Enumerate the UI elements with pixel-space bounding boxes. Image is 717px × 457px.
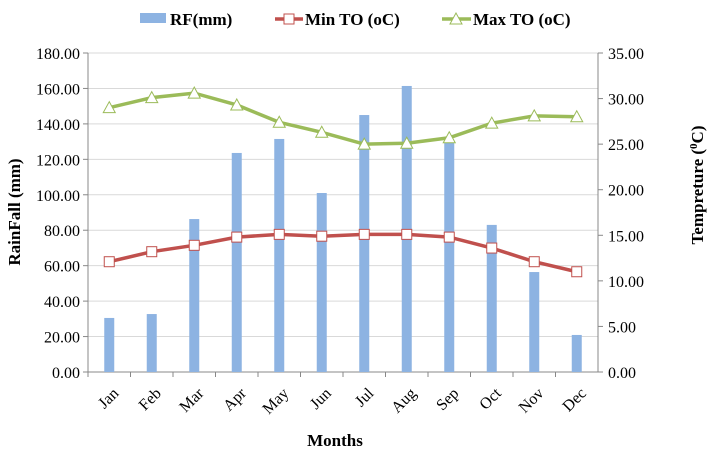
min-temp-point: [103, 256, 115, 268]
x-tick-label: May: [260, 385, 293, 418]
x-tick-label: Nov: [516, 385, 548, 417]
bar-nov: [529, 272, 540, 372]
min-temp-point: [486, 242, 498, 254]
legend-rf-label: RF(mm): [170, 10, 232, 29]
bar-jan: [104, 317, 115, 372]
line-min: [108, 232, 578, 274]
bar-apr: [231, 152, 242, 372]
max-temp-point: [357, 137, 372, 150]
y-tick-label: 60.00: [44, 259, 80, 276]
max-temp-point: [527, 108, 542, 122]
bar-jun: [316, 193, 327, 372]
max-temp-point: [144, 90, 159, 104]
y-tick-label: 160.00: [36, 81, 80, 98]
y-tick-label: 140.00: [36, 117, 80, 134]
x-tick-label: Jun: [307, 385, 335, 413]
y2-tick-label: 0.00: [608, 365, 636, 382]
legend-min-marker: [283, 13, 295, 25]
bar-jul: [359, 115, 370, 373]
bar-oct: [486, 224, 497, 372]
max-temp-point: [569, 109, 584, 123]
min-temp-point: [273, 228, 285, 240]
y2-tick-label: 20.00: [608, 183, 644, 200]
x-tick-label: Aug: [388, 385, 420, 417]
y-tick-label: 100.00: [36, 188, 80, 205]
min-temp-point: [231, 231, 243, 243]
x-tick-label: Oct: [476, 385, 505, 414]
x-tick-label: Dec: [560, 385, 590, 415]
legend-min-label: Min TO (oC): [305, 10, 400, 29]
x-tick-label: Sep: [433, 385, 462, 414]
bar-feb: [146, 314, 157, 372]
y-tick-label: 20.00: [44, 330, 80, 347]
max-temp-point: [102, 100, 117, 114]
y2-tick-label: 25.00: [608, 137, 644, 154]
bar-dec: [571, 334, 582, 372]
min-temp-point: [443, 231, 455, 243]
min-temp-point: [528, 256, 540, 268]
y2-tick-label: 35.00: [608, 46, 644, 63]
y2-tick-label: 15.00: [608, 228, 644, 245]
x-tick-label: Feb: [136, 385, 165, 414]
max-temp-point: [484, 116, 499, 129]
y2-tick-label: 10.00: [608, 274, 644, 291]
bar-sep: [444, 141, 455, 372]
y-tick-label: 40.00: [44, 294, 80, 311]
min-temp-point: [316, 230, 328, 242]
min-temp-point: [146, 246, 158, 258]
y-tick-label: 120.00: [36, 152, 80, 169]
max-temp-point: [314, 125, 329, 138]
y-tick-label: 80.00: [44, 223, 80, 240]
line-max: [108, 91, 577, 146]
max-temp-point: [272, 115, 287, 128]
x-axis-title: Months: [307, 431, 363, 450]
max-temp-point: [442, 130, 457, 144]
legend-rf-swatch: [140, 13, 166, 23]
legend-max-marker: [449, 11, 463, 25]
min-temp-point: [401, 228, 413, 240]
bar-mar: [189, 219, 200, 372]
x-tick-label: Jan: [95, 385, 122, 412]
y2-tick-label: 5.00: [608, 319, 636, 336]
min-temp-point: [188, 239, 200, 251]
x-tick-label: Apr: [220, 385, 250, 415]
y2-tick-label: 30.00: [608, 92, 644, 109]
x-tick-label: Mar: [176, 385, 207, 416]
y2-axis-title: Tempreture (0C): [688, 126, 707, 245]
legend-max-label: Max TO (oC): [473, 10, 571, 29]
x-tick-label: Jul: [352, 385, 378, 411]
y-tick-label: 180.00: [36, 46, 80, 63]
max-temp-point: [229, 97, 244, 111]
max-temp-point: [399, 136, 414, 149]
max-temp-point: [187, 86, 202, 99]
y-tick-label: 0.00: [52, 365, 80, 382]
y-axis-title: RainFall (mm): [5, 158, 24, 265]
min-temp-point: [571, 266, 583, 278]
bar-may: [274, 138, 285, 372]
min-temp-point: [358, 228, 370, 240]
